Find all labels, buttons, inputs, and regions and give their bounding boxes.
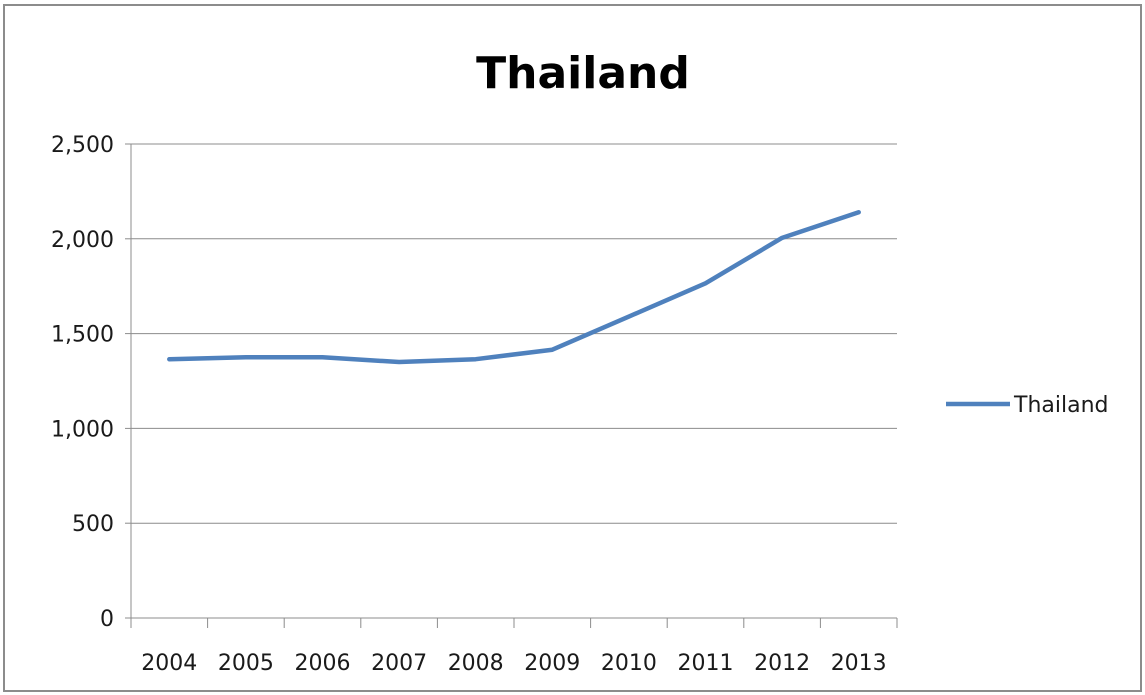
chart-title: Thailand (476, 48, 690, 99)
series-line (167, 210, 861, 365)
axes (130, 144, 897, 619)
x-tick-label: 2010 (601, 651, 657, 676)
y-tick-label: 1,000 (51, 417, 114, 442)
y-tick-label: 1,500 (51, 323, 114, 348)
x-tick-label: 2009 (524, 651, 580, 676)
gridlines (131, 143, 897, 524)
y-tick-label: 500 (72, 512, 114, 537)
x-tick-label: 2013 (831, 651, 887, 676)
x-tick-label: 2006 (295, 651, 351, 676)
legend-label: Thailand (1013, 393, 1108, 418)
x-tick-label: 2004 (141, 651, 197, 676)
y-tick-label: 2,500 (51, 133, 114, 158)
x-tick-label: 2005 (218, 651, 274, 676)
x-tick-label: 2007 (371, 651, 427, 676)
chart-frame (3, 4, 1142, 692)
y-tick-label: 2,000 (51, 228, 114, 253)
x-tick-label: 2011 (678, 651, 734, 676)
x-tick-label: 2008 (448, 651, 504, 676)
legend: Thailand (946, 393, 1108, 418)
x-axis-ticks: 2004 2005 2006 2007 2008 2009 2010 2011 2012 2013 (130, 618, 898, 676)
y-axis-ticks: 0 500 1,000 1,500 2,000 2,500 (51, 133, 131, 632)
series-group (167, 210, 861, 365)
x-tick-label: 2012 (754, 651, 810, 676)
y-tick-label: 0 (100, 607, 114, 632)
